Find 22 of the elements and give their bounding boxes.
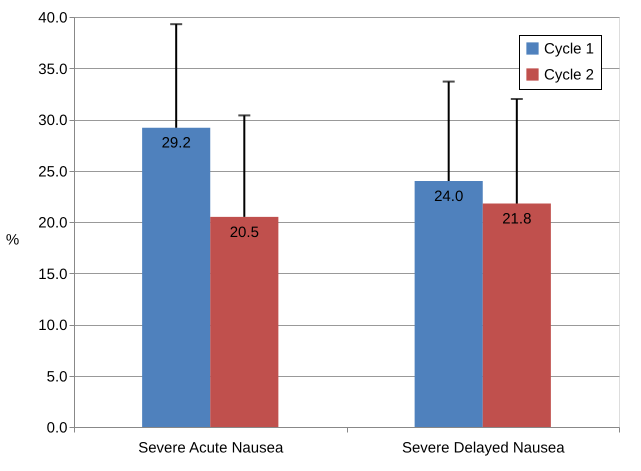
y-tick-label: 10.0 (38, 317, 68, 334)
bar (414, 181, 483, 427)
bar (142, 128, 210, 427)
y-tick-label: 25.0 (38, 163, 68, 180)
x-tick-label: Severe Acute Nausea (138, 440, 284, 456)
data-label: 21.8 (502, 210, 532, 228)
y-tick-label: 5.0 (46, 368, 68, 386)
data-label: 20.5 (230, 224, 259, 241)
bar (210, 216, 278, 427)
y-axis-title: % (6, 232, 20, 248)
y-tick-label: 0.0 (46, 420, 68, 436)
y-tick-label: 30.0 (38, 112, 68, 129)
y-tick-label: 20.0 (38, 214, 68, 232)
x-tick-label: Severe Delayed Nausea (402, 440, 566, 456)
legend-label: Cycle 2 (544, 66, 594, 84)
y-tick-label: 35.0 (38, 60, 68, 78)
data-label: 29.2 (162, 134, 191, 152)
y-tick-label: 40.0 (38, 10, 68, 26)
y-tick-label: 15.0 (38, 266, 68, 283)
legend-label: Cycle 1 (544, 40, 594, 58)
data-label: 24.0 (434, 188, 464, 205)
bar (482, 204, 551, 427)
